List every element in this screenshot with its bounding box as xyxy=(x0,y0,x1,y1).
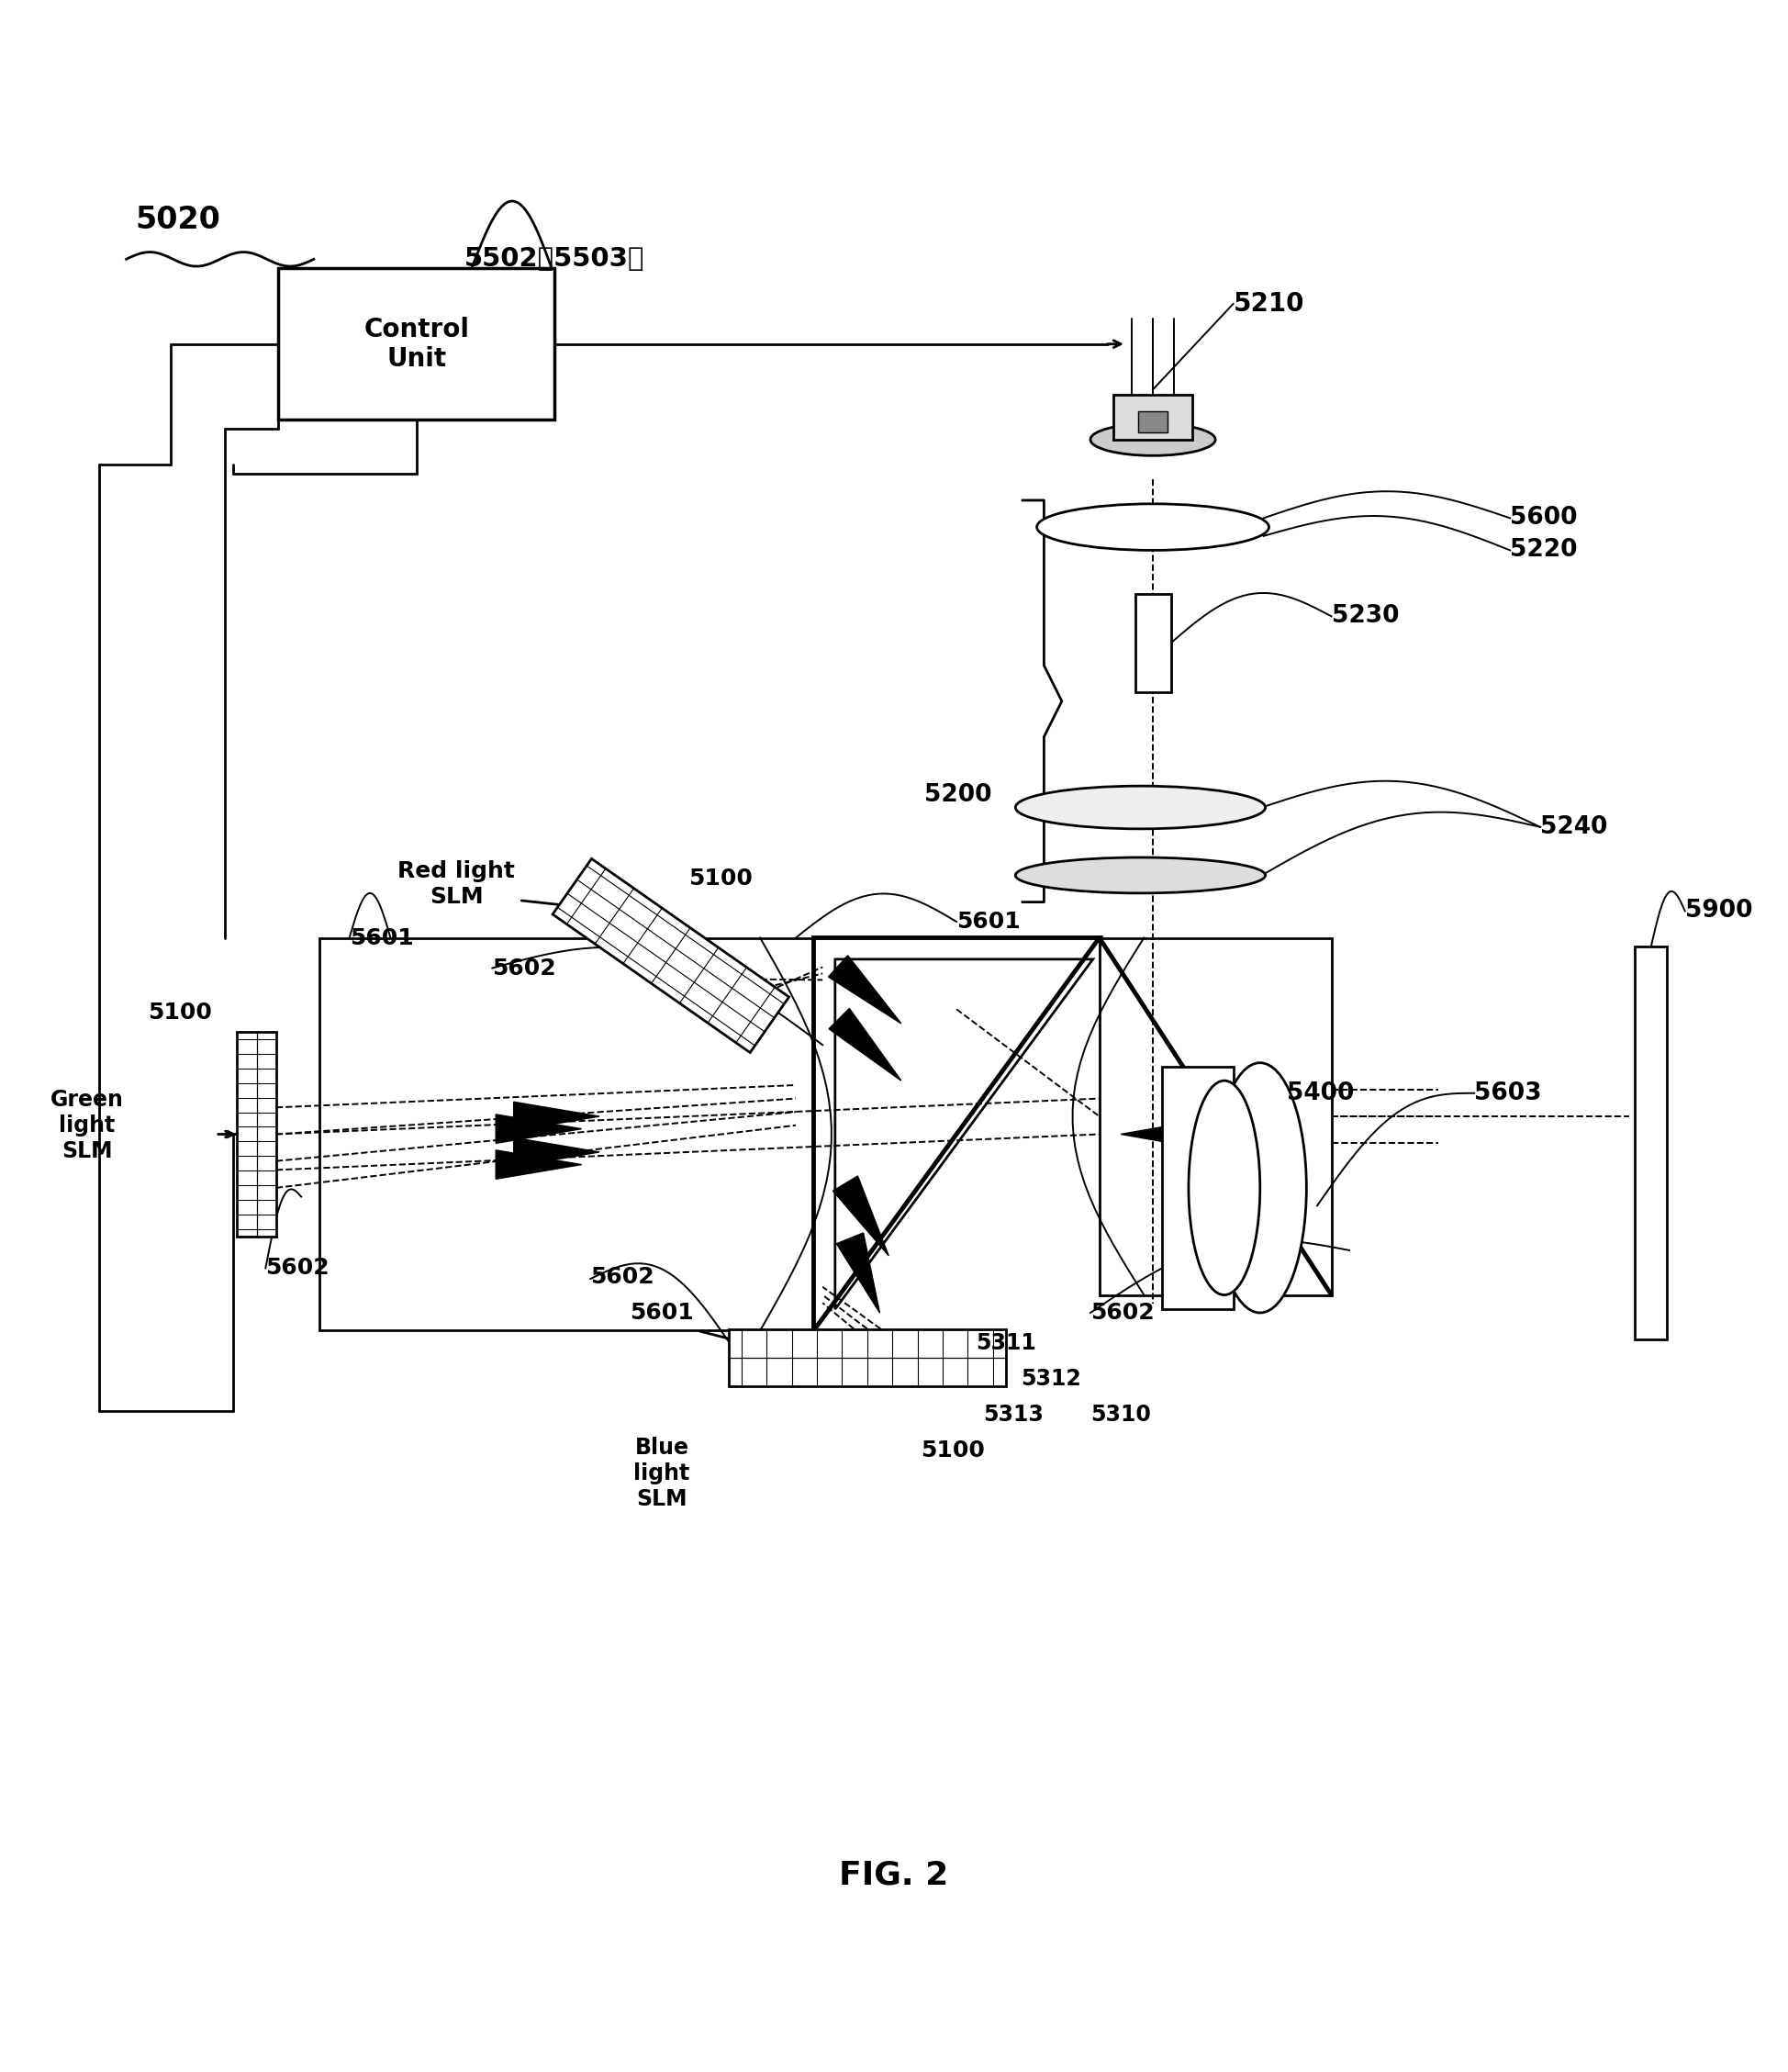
Polygon shape xyxy=(552,858,789,1053)
FancyBboxPatch shape xyxy=(1135,595,1171,692)
Polygon shape xyxy=(837,1233,880,1314)
Ellipse shape xyxy=(1214,1063,1307,1314)
Text: 5900: 5900 xyxy=(1684,899,1752,922)
Ellipse shape xyxy=(1016,785,1266,829)
Text: 5602: 5602 xyxy=(1091,1301,1155,1324)
Polygon shape xyxy=(513,1102,599,1131)
Text: 5311: 5311 xyxy=(976,1332,1037,1355)
FancyBboxPatch shape xyxy=(1114,396,1193,439)
Text: 5310: 5310 xyxy=(1091,1403,1151,1426)
Text: FIG. 2: FIG. 2 xyxy=(839,1861,949,1892)
Text: 5020: 5020 xyxy=(136,205,220,234)
Text: Red light
SLM: Red light SLM xyxy=(399,860,515,908)
Text: 5312: 5312 xyxy=(1021,1368,1082,1390)
Polygon shape xyxy=(830,1009,901,1082)
Text: 5603: 5603 xyxy=(1475,1082,1541,1104)
FancyBboxPatch shape xyxy=(238,1032,275,1237)
Polygon shape xyxy=(495,1115,581,1144)
Ellipse shape xyxy=(1016,858,1266,893)
Text: 5502（5503）: 5502（5503） xyxy=(465,247,645,271)
Ellipse shape xyxy=(1091,423,1216,456)
FancyBboxPatch shape xyxy=(1162,1067,1234,1310)
Text: Control
Unit: Control Unit xyxy=(363,317,468,371)
FancyBboxPatch shape xyxy=(1139,410,1168,433)
Polygon shape xyxy=(828,955,901,1024)
Ellipse shape xyxy=(1189,1082,1261,1295)
Text: 5240: 5240 xyxy=(1539,814,1607,839)
Text: Green
light
SLM: Green light SLM xyxy=(50,1088,123,1162)
Polygon shape xyxy=(513,1138,599,1167)
Text: 5400: 5400 xyxy=(1287,1082,1354,1104)
Polygon shape xyxy=(833,1177,889,1256)
Text: 5601: 5601 xyxy=(957,912,1021,932)
Text: 5601: 5601 xyxy=(349,926,413,949)
Text: 5313: 5313 xyxy=(983,1403,1044,1426)
Text: Blue
light
SLM: Blue light SLM xyxy=(633,1438,690,1510)
Text: 5602: 5602 xyxy=(492,957,556,980)
Text: 5602: 5602 xyxy=(266,1258,329,1278)
Text: 5602: 5602 xyxy=(590,1266,654,1289)
Text: 5210: 5210 xyxy=(1234,290,1305,317)
Text: 5230: 5230 xyxy=(1332,605,1398,628)
Text: 5220: 5220 xyxy=(1511,539,1577,562)
Text: 5100: 5100 xyxy=(688,868,753,889)
Text: 5601: 5601 xyxy=(629,1301,694,1324)
Polygon shape xyxy=(495,1150,581,1179)
Polygon shape xyxy=(1121,1119,1203,1148)
Text: 5100: 5100 xyxy=(148,1001,211,1024)
Ellipse shape xyxy=(1037,503,1269,551)
Text: 5100: 5100 xyxy=(921,1440,985,1461)
FancyBboxPatch shape xyxy=(730,1328,1005,1386)
Text: 5200: 5200 xyxy=(924,783,992,806)
FancyBboxPatch shape xyxy=(1634,947,1666,1341)
FancyBboxPatch shape xyxy=(277,267,554,421)
Text: 5600: 5600 xyxy=(1511,506,1577,530)
